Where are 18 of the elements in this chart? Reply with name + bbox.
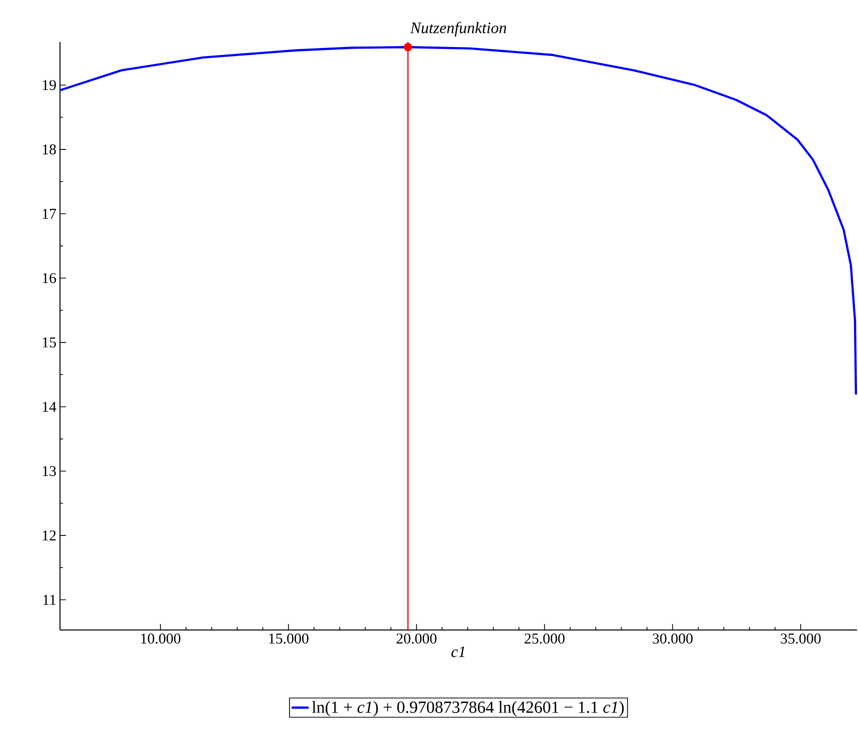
y-tick-label: 15 [42, 337, 56, 348]
y-tick-label: 16 [42, 273, 56, 284]
y-tick-label: 12 [42, 530, 56, 540]
y-tick-label: 17 [42, 208, 56, 219]
chart-title: Nutzenfunktion [410, 22, 506, 36]
y-tick-label: 18 [42, 144, 56, 154]
x-tick-label: 15.000 [269, 634, 308, 644]
y-tick-label: 14 [42, 402, 56, 412]
x-tick-label: 25.000 [524, 634, 565, 644]
y-tick-label: 19 [42, 80, 56, 90]
x-tick-label: 20.000 [396, 634, 436, 644]
x-axis-title: c1 [451, 646, 464, 658]
y-tick-label: 11 [43, 594, 56, 605]
y-tick-label: 13 [42, 466, 56, 476]
legend-label: ln(1 + c1) + 0.9708737864 ln(42601 − 1.1 c1) [312, 701, 624, 716]
x-tick-label: 35.000 [780, 634, 821, 644]
x-tick-label: 30.000 [652, 634, 693, 644]
x-tick-label: 10.000 [141, 634, 180, 644]
